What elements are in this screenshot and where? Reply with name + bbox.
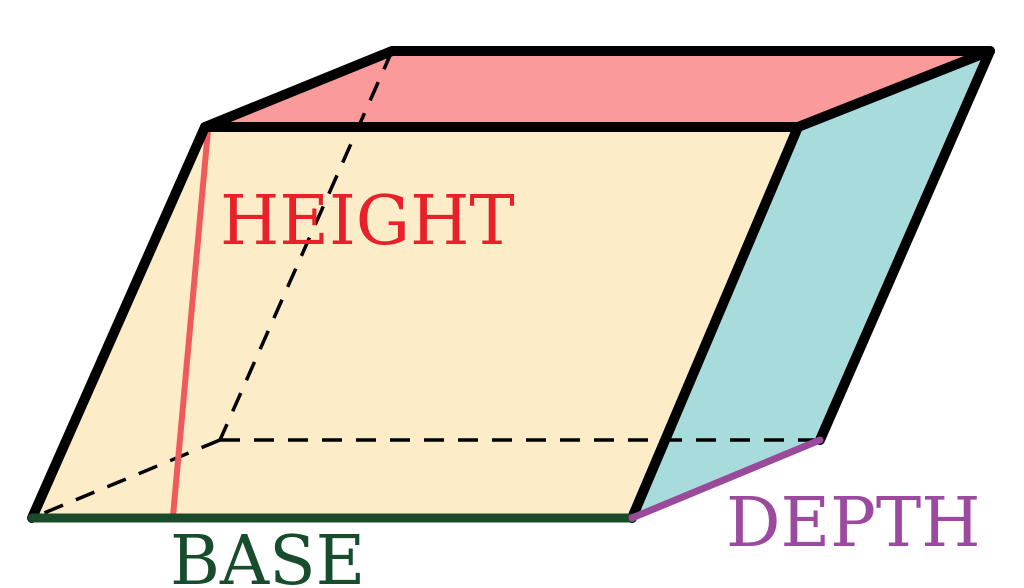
top-face (205, 51, 990, 127)
side-face (632, 51, 990, 518)
hidden-edges (31, 50, 820, 520)
base-label: BASE (170, 522, 365, 588)
front-face (32, 127, 798, 518)
front-left-edge (27, 122, 210, 523)
front-right-edge (627, 122, 803, 523)
back-right-edge (815, 46, 995, 445)
height-label: HEIGHT (220, 182, 515, 261)
outline-edges (27, 46, 995, 523)
height-line (170, 127, 211, 519)
hidden-edge-vertical (218, 50, 394, 441)
depth-label: DEPTH (726, 484, 981, 563)
depth-edge (628, 436, 824, 522)
